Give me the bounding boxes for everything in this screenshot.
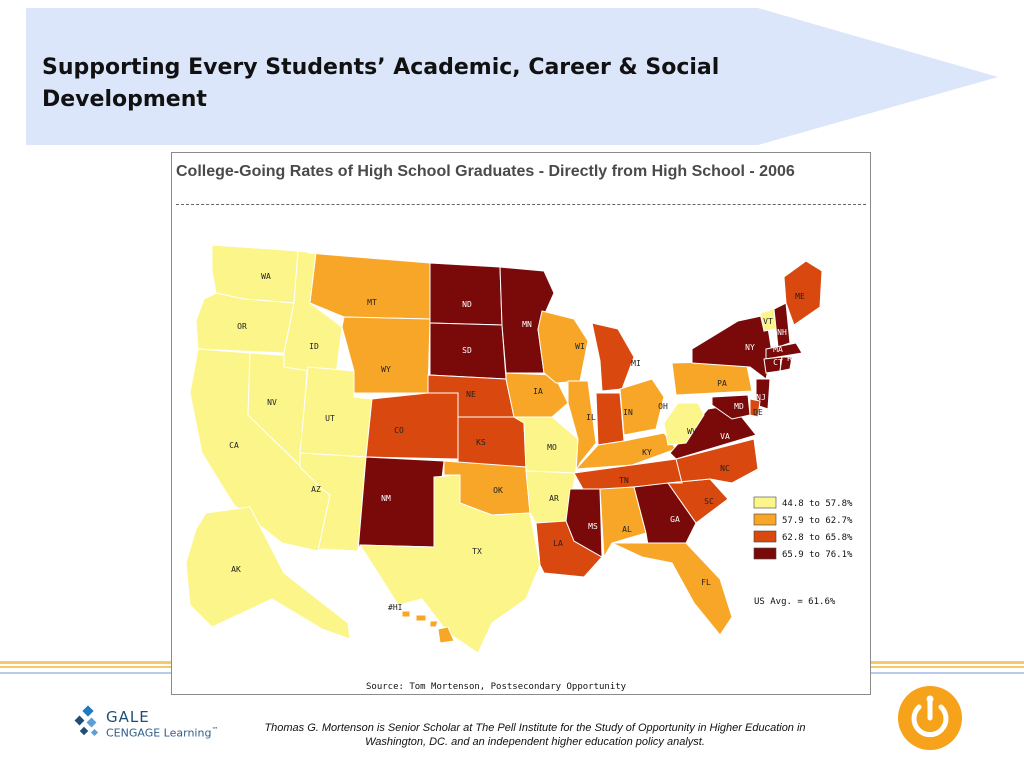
state-label-mt: MT bbox=[367, 298, 377, 307]
state-al bbox=[599, 486, 647, 559]
state-label-al: AL bbox=[622, 525, 632, 534]
state-label-ar: AR bbox=[549, 494, 559, 503]
state-label-ut: UT bbox=[325, 414, 335, 423]
state-label-wy: WY bbox=[381, 365, 391, 374]
state-oh bbox=[619, 378, 665, 436]
legend-label: 44.8 to 57.8% bbox=[782, 499, 853, 509]
state-mi bbox=[591, 322, 635, 392]
state-label-nc: NC bbox=[720, 464, 730, 473]
state-mt bbox=[307, 252, 431, 320]
power-icon bbox=[898, 686, 962, 750]
state-label-wv: WV bbox=[687, 427, 697, 436]
state-ms bbox=[565, 488, 603, 558]
legend-swatch bbox=[753, 530, 777, 543]
legend-swatch bbox=[753, 496, 777, 509]
state-label-ny: NY bbox=[745, 343, 755, 352]
state-label-ne: NE bbox=[466, 390, 476, 399]
legend-swatch bbox=[753, 513, 777, 526]
state-nm bbox=[357, 456, 445, 552]
logo-cengage-text: CENGAGE Learning™ bbox=[106, 726, 219, 740]
state-label-hi: #HI bbox=[388, 603, 403, 612]
state-label-nj: NJ bbox=[756, 393, 766, 402]
state-label-ga: GA bbox=[670, 515, 680, 524]
state-label-fl: FL bbox=[701, 578, 711, 587]
state-tx bbox=[359, 474, 541, 654]
state-label-ct: CT bbox=[773, 358, 783, 367]
state-wy bbox=[341, 316, 431, 394]
gale-logo-icon bbox=[74, 705, 99, 737]
state-nd bbox=[429, 262, 503, 326]
state-wv bbox=[663, 402, 705, 446]
state-me bbox=[783, 260, 823, 326]
state-label-ak: AK bbox=[231, 565, 241, 574]
state-label-pa: PA bbox=[717, 379, 727, 388]
state-label-mi: MI bbox=[631, 359, 641, 368]
state-label-sd: SD bbox=[462, 346, 472, 355]
state-fl bbox=[611, 542, 733, 636]
map-title: College-Going Rates of High School Gradu… bbox=[176, 163, 795, 180]
state-ak bbox=[185, 506, 351, 640]
state-in bbox=[595, 392, 625, 446]
map-title-divider bbox=[176, 204, 866, 205]
title-banner bbox=[26, 8, 998, 145]
state-ks bbox=[457, 416, 527, 468]
state-label-oh: OH bbox=[658, 402, 668, 411]
state-label-nv: NV bbox=[267, 398, 277, 407]
state-ma bbox=[765, 342, 803, 360]
us-choropleth-map: WA OR CA NV ID UT AZ MT WY CO NM ND SD NE KS OK TX MN IA MO… bbox=[185, 244, 853, 692]
map-panel: College-Going Rates of High School Gradu… bbox=[171, 152, 871, 695]
state-label-ca: CA bbox=[229, 441, 239, 450]
state-label-ky: KY bbox=[642, 448, 652, 457]
state-de bbox=[749, 398, 761, 418]
states-layer: WA OR CA NV ID UT AZ MT WY CO NM ND SD NE KS OK TX MN IA MO… bbox=[185, 244, 823, 654]
state-ri bbox=[779, 356, 793, 372]
state-co bbox=[365, 392, 459, 460]
state-label-ma: MA bbox=[773, 345, 783, 354]
state-label-va: VA bbox=[720, 432, 730, 441]
state-label-me: ME bbox=[795, 292, 805, 301]
state-label-la: LA bbox=[553, 539, 563, 548]
state-wa bbox=[211, 244, 299, 304]
us-average-label: US Avg. = 61.6% bbox=[754, 597, 836, 607]
state-label-tn: TN bbox=[619, 476, 629, 485]
state-label-nh: NH bbox=[777, 328, 787, 337]
state-label-ri: RI bbox=[787, 354, 797, 363]
logo-gale-text: GALE bbox=[106, 708, 150, 726]
state-label-id: ID bbox=[309, 342, 319, 351]
state-label-md: MD bbox=[734, 402, 744, 411]
state-label-de: DE bbox=[753, 408, 763, 417]
state-label-nd: ND bbox=[462, 300, 472, 309]
state-label-ok: OK bbox=[493, 486, 503, 495]
state-label-nm: NM bbox=[381, 494, 391, 503]
state-label-wi: WI bbox=[575, 342, 585, 351]
state-nc bbox=[667, 438, 759, 484]
state-label-mn: MN bbox=[522, 320, 532, 329]
state-label-vt: VT bbox=[763, 317, 773, 326]
state-label-sc: SC bbox=[704, 497, 714, 506]
state-label-ia: IA bbox=[533, 387, 543, 396]
state-label-ms: MS bbox=[588, 522, 598, 531]
legend-label: 57.9 to 62.7% bbox=[782, 516, 853, 526]
state-label-tx: TX bbox=[472, 547, 482, 556]
state-label-mo: MO bbox=[547, 443, 557, 452]
state-label-ks: KS bbox=[476, 438, 486, 447]
legend-label: 65.9 to 76.1% bbox=[782, 550, 853, 560]
state-label-co: CO bbox=[394, 426, 404, 435]
state-label-az: AZ bbox=[311, 485, 321, 494]
state-nh bbox=[773, 302, 791, 348]
state-label-wa: WA bbox=[261, 272, 271, 281]
gale-cengage-logo: GALE CENGAGE Learning™ bbox=[72, 705, 232, 745]
state-label-or: OR bbox=[237, 322, 247, 331]
map-legend: 44.8 to 57.8% 57.9 to 62.7% 62.8 to 65.8% 6… bbox=[753, 496, 853, 560]
legend-label: 62.8 to 65.8% bbox=[782, 533, 853, 543]
map-source: Source: Tom Mortenson, Postsecondary Opp… bbox=[366, 682, 627, 692]
author-credit: Thomas G. Mortenson is Senior Scholar at… bbox=[264, 722, 806, 748]
state-label-il: IL bbox=[586, 413, 596, 422]
state-md bbox=[711, 394, 751, 420]
state-label-in: IN bbox=[623, 408, 633, 417]
slide-title: Supporting Every Students’ Academic, Car… bbox=[42, 55, 720, 112]
legend-swatch bbox=[753, 547, 777, 560]
state-hi bbox=[401, 610, 455, 644]
